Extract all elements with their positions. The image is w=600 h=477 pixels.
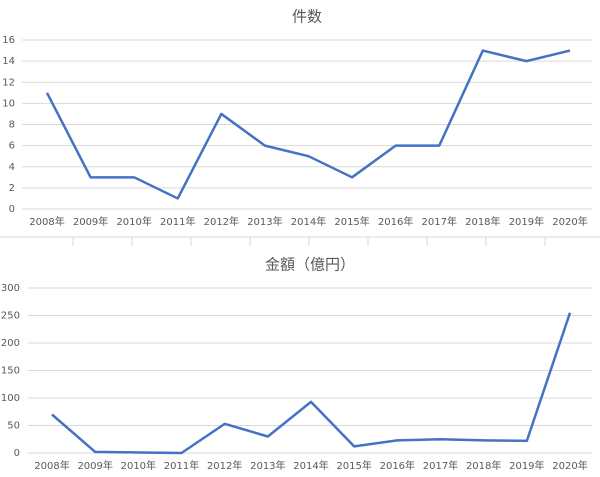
y-tick-label: 50 <box>7 421 20 432</box>
y-tick-label: 0 <box>9 204 15 215</box>
x-tick-label: 2012年 <box>207 459 242 472</box>
x-tick-label: 2010年 <box>121 459 156 472</box>
y-tick-label: 2 <box>9 183 15 194</box>
y-tick-label: 250 <box>1 311 20 322</box>
x-tick-label: 2018年 <box>466 459 501 472</box>
x-tick-label: 2009年 <box>73 215 108 228</box>
y-tick-label: 14 <box>2 56 15 67</box>
x-tick-label: 2013年 <box>247 215 282 228</box>
x-tick-label: 2014年 <box>293 459 328 472</box>
x-tick-label: 2016年 <box>380 459 415 472</box>
x-tick-label: 2017年 <box>422 215 457 228</box>
x-tick-label: 2019年 <box>509 215 544 228</box>
y-tick-label: 12 <box>2 77 15 88</box>
x-tick-label: 2008年 <box>29 215 64 228</box>
y-tick-label: 150 <box>1 366 20 377</box>
x-tick-label: 2019年 <box>509 459 544 472</box>
x-tick-label: 2015年 <box>336 459 371 472</box>
y-tick-label: 100 <box>1 393 20 404</box>
y-tick-label: 6 <box>9 141 15 152</box>
y-tick-label: 10 <box>2 98 15 109</box>
separator <box>0 236 600 246</box>
x-tick-label: 2011年 <box>160 215 195 228</box>
y-tick-label: 0 <box>14 448 20 459</box>
chart-title: 件数 <box>292 8 322 26</box>
x-tick-label: 2018年 <box>465 215 500 228</box>
x-tick-label: 2012年 <box>204 215 239 228</box>
x-tick-label: 2015年 <box>334 215 369 228</box>
chart-title: 金額（億円） <box>265 256 355 274</box>
x-tick-label: 2020年 <box>552 215 587 228</box>
x-tick-label: 2011年 <box>164 459 199 472</box>
x-tick-label: 2009年 <box>77 459 112 472</box>
y-tick-label: 200 <box>1 338 20 349</box>
y-tick-label: 16 <box>2 35 15 46</box>
x-tick-label: 2013年 <box>250 459 285 472</box>
x-tick-label: 2008年 <box>34 459 69 472</box>
line <box>51 312 572 455</box>
x-tick-label: 2010年 <box>116 215 151 228</box>
x-tick-label: 2020年 <box>552 459 587 472</box>
y-tick-label: 8 <box>9 120 15 131</box>
x-tick-label: 2017年 <box>423 459 458 472</box>
x-tick-label: 2016年 <box>378 215 413 228</box>
y-tick-label: 4 <box>9 162 15 173</box>
line <box>45 49 571 200</box>
y-tick-label: 300 <box>1 283 20 294</box>
x-tick-label: 2014年 <box>291 215 326 228</box>
